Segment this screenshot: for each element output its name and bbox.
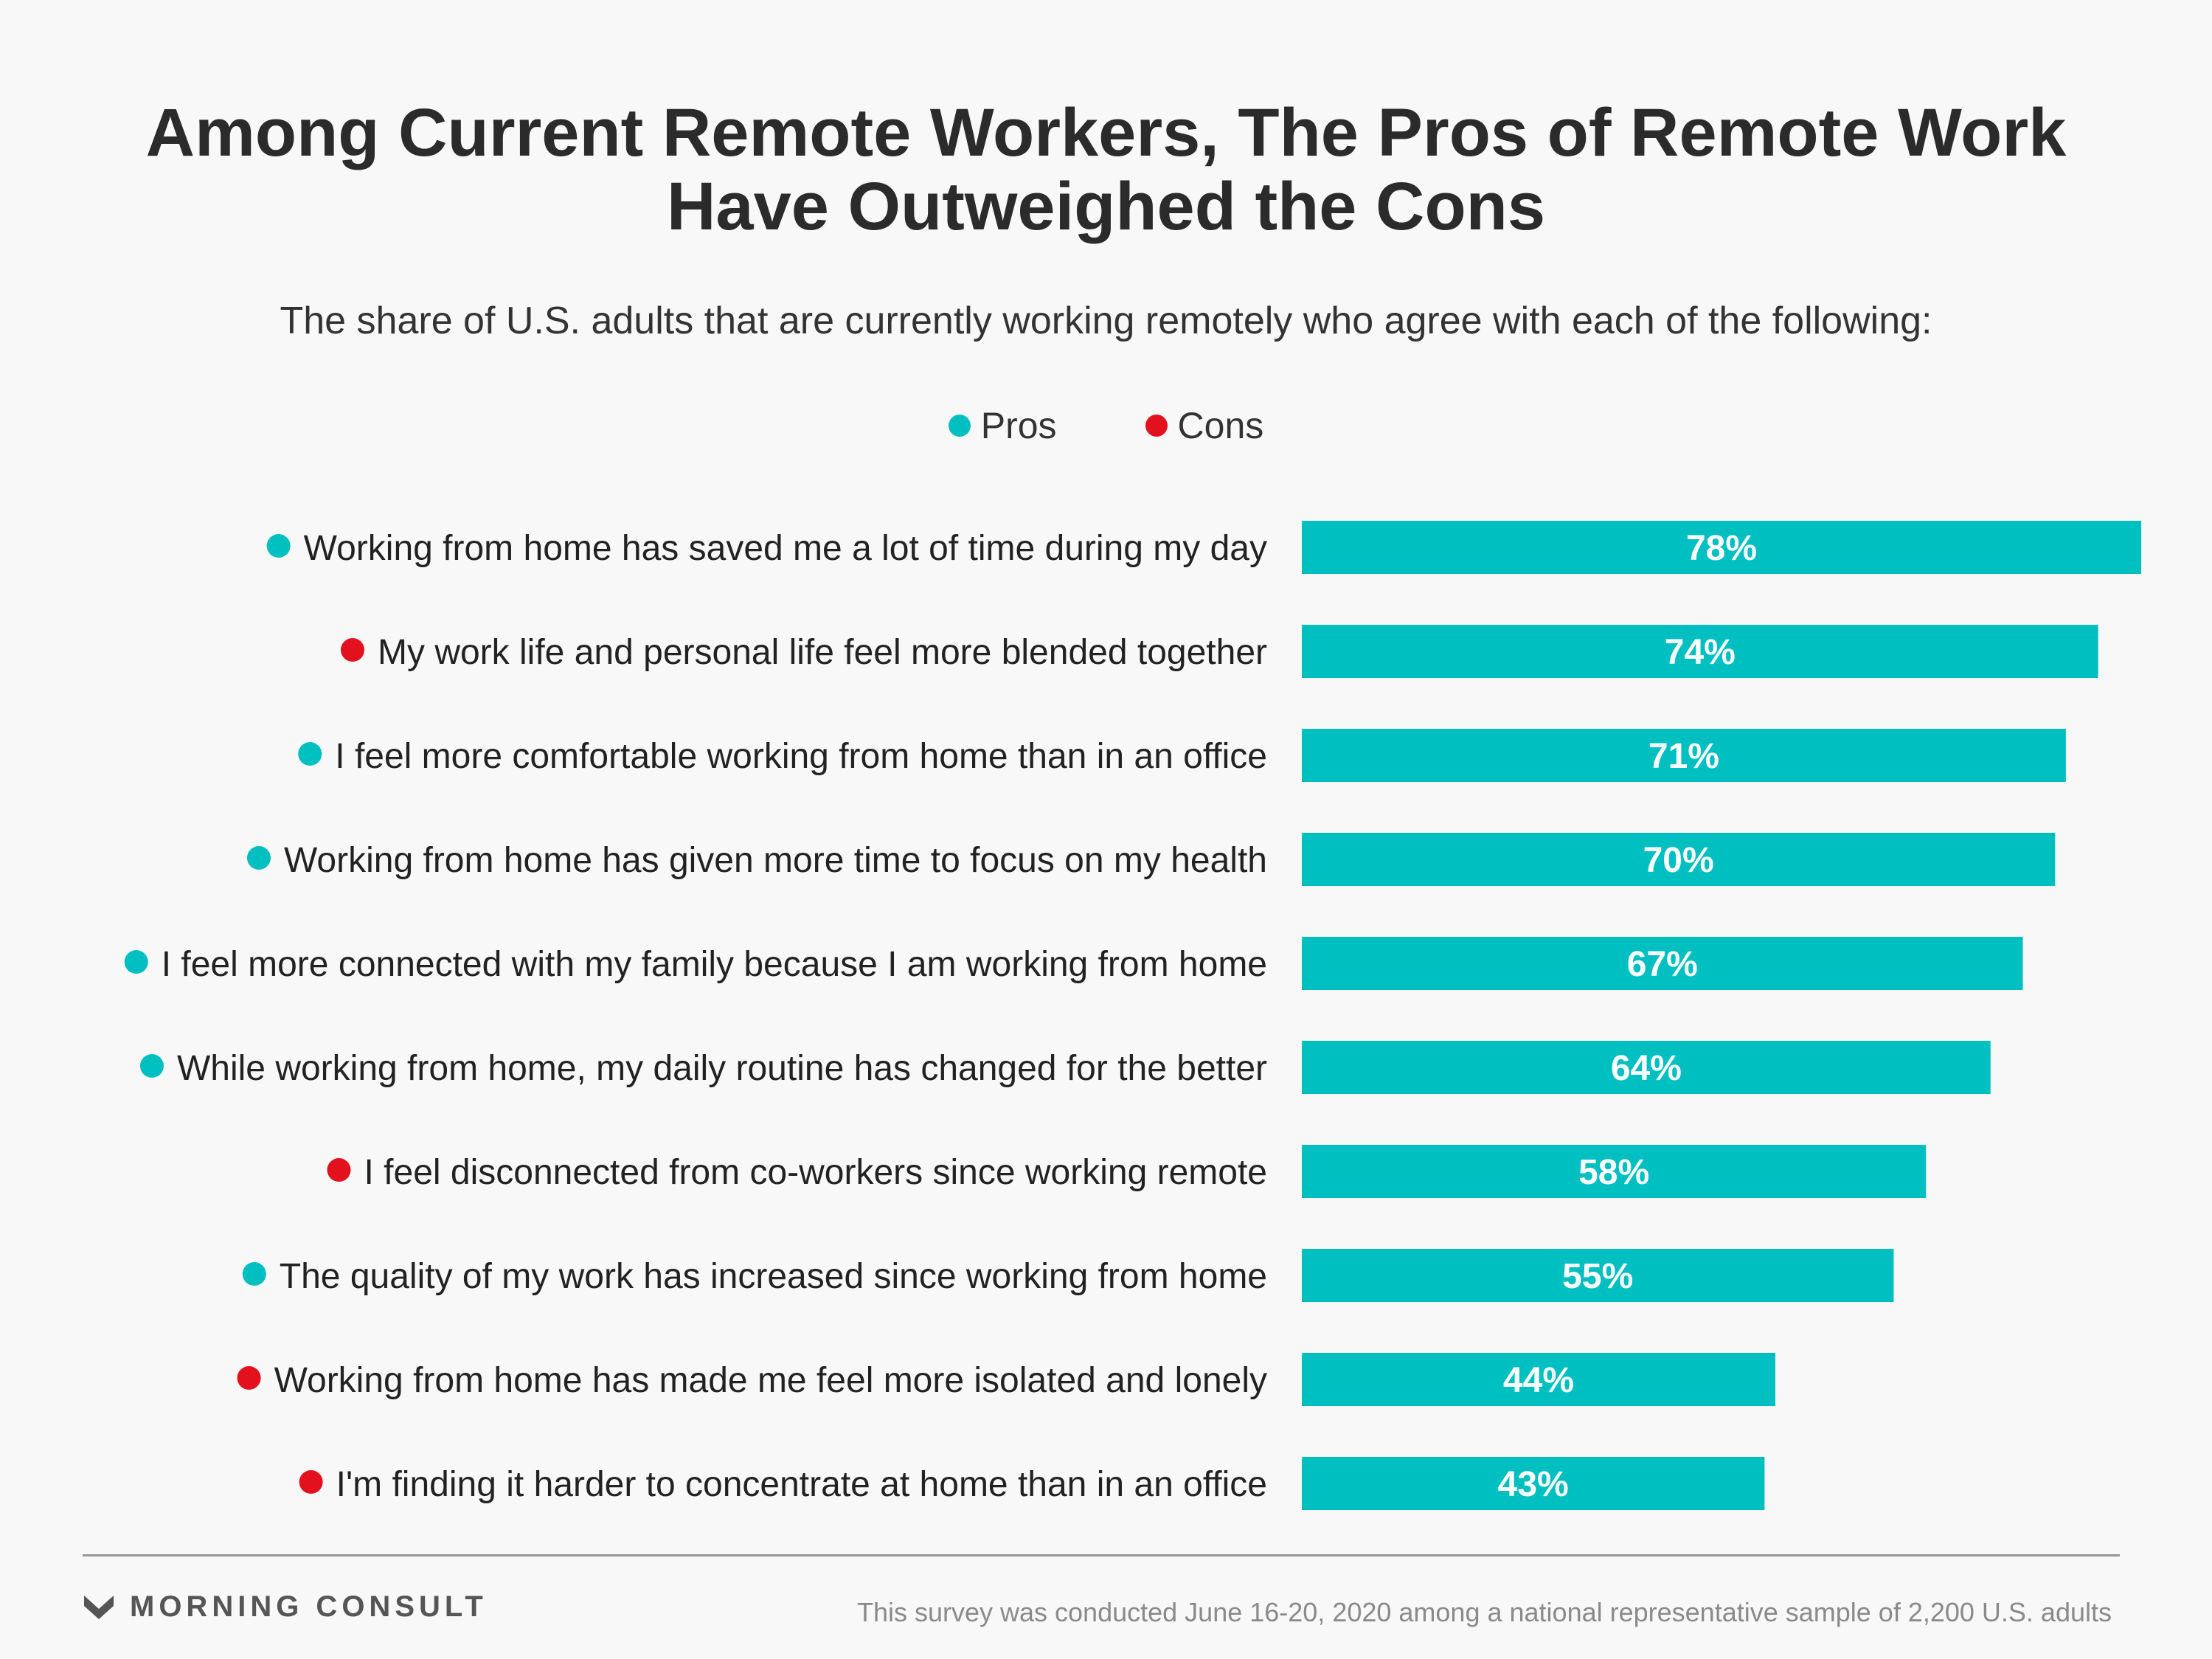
bar (1302, 625, 2098, 678)
pros-dot-icon (124, 950, 148, 974)
category-label: The quality of my work has increased sin… (280, 1257, 1267, 1296)
legend-item-pros: Pros (948, 404, 1057, 447)
bar-value-label: 64% (1611, 1049, 1682, 1088)
bar-value-label: 55% (1562, 1257, 1633, 1296)
legend-item-cons: Cons (1145, 404, 1264, 447)
legend-label-pros: Pros (980, 405, 1057, 446)
category-label: Working from home has made me feel more … (274, 1361, 1267, 1400)
bar-value-label: 44% (1503, 1361, 1574, 1400)
category-label: My work life and personal life feel more… (378, 633, 1267, 672)
bar (1302, 521, 2141, 574)
morning-consult-logo: MORNING CONSULT (83, 1590, 488, 1624)
legend-label-cons: Cons (1177, 405, 1264, 446)
bar-value-label: 71% (1648, 737, 1719, 776)
bar (1302, 1353, 1775, 1406)
cons-dot-icon (1145, 415, 1168, 437)
category-label: Working from home has given more time to… (284, 841, 1267, 880)
pros-dot-icon (242, 1262, 266, 1286)
category-label: I'm finding it harder to concentrate at … (336, 1465, 1267, 1504)
cons-dot-icon (327, 1158, 351, 1182)
pros-dot-icon (298, 742, 322, 766)
chart-title: Among Current Remote Workers, The Pros o… (0, 96, 2212, 243)
category-label: I feel disconnected from co-workers sinc… (364, 1153, 1268, 1192)
pros-dot-icon (246, 846, 271, 870)
category-label: Working from home has saved me a lot of … (304, 529, 1267, 568)
pros-dot-icon (948, 415, 971, 437)
bar-value-label: 74% (1665, 633, 1736, 672)
bar (1302, 1041, 1991, 1094)
title-line-1: Among Current Remote Workers, The Pros o… (145, 95, 2067, 170)
category-label: I feel more connected with my family bec… (162, 945, 1267, 984)
bar-value-label: 78% (1686, 529, 1757, 568)
bar (1302, 729, 2066, 782)
category-label: I feel more comfortable working from hom… (335, 737, 1267, 776)
survey-note: This survey was conducted June 16-20, 20… (856, 1597, 2112, 1627)
title-line-2: Have Outweighed the Cons (666, 169, 1546, 244)
footer-divider (83, 1554, 2120, 1556)
bar (1302, 1457, 1765, 1510)
bar (1302, 1249, 1894, 1302)
chart-subtitle: The share of U.S. adults that are curren… (280, 299, 1932, 342)
bar-value-label: 58% (1578, 1153, 1649, 1192)
category-label: While working from home, my daily routin… (177, 1049, 1267, 1088)
bar (1302, 833, 2056, 886)
morning-consult-mark-icon (84, 1595, 114, 1619)
bar (1302, 1145, 1927, 1198)
legend: Pros Cons (0, 404, 2212, 447)
cons-dot-icon (341, 638, 364, 662)
bar-value-label: 70% (1643, 841, 1714, 880)
cons-dot-icon (237, 1366, 261, 1390)
cons-dot-icon (299, 1470, 323, 1494)
bar-value-label: 67% (1627, 945, 1698, 984)
pros-dot-icon (266, 534, 291, 558)
bar-value-label: 43% (1498, 1465, 1569, 1504)
logo-text: MORNING CONSULT (130, 1590, 488, 1623)
bar (1302, 937, 2023, 990)
pros-dot-icon (139, 1054, 164, 1078)
